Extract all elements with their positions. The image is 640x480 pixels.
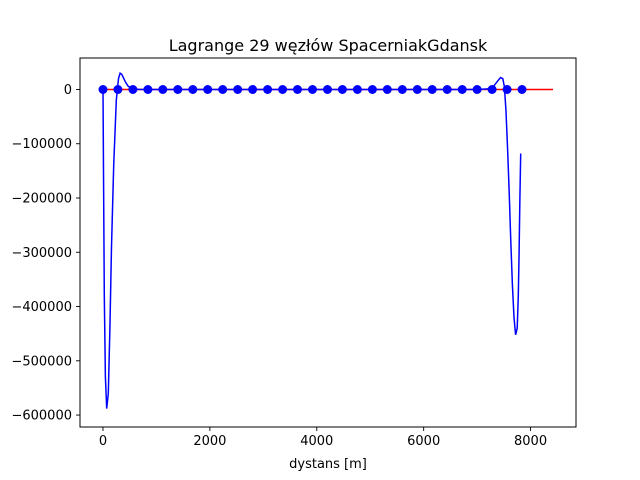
- node-marker: [203, 85, 213, 94]
- y-tick-label: −600000: [11, 409, 72, 424]
- node-marker: [293, 85, 302, 94]
- node-marker: [158, 85, 168, 94]
- y-tick-label: −100000: [11, 137, 72, 152]
- node-marker: [248, 85, 258, 94]
- node-marker: [323, 85, 332, 94]
- node-marker: [367, 85, 377, 94]
- node-marker: [472, 85, 482, 94]
- node-marker: [98, 85, 108, 94]
- x-tick-label: 6000: [407, 434, 440, 449]
- x-tick-label: 4000: [300, 434, 333, 449]
- y-axis: 0 −100000 −200000 −300000 −400000 −500000 −600…: [11, 83, 80, 424]
- node-marker: [352, 85, 362, 94]
- node-marker: [308, 85, 317, 94]
- x-tick-label: 0: [99, 434, 107, 449]
- node-marker: [517, 85, 527, 94]
- node-marker: [173, 85, 183, 94]
- node-marker: [397, 85, 407, 94]
- node-marker: [442, 85, 452, 94]
- node-marker: [487, 85, 497, 94]
- node-marker: [337, 85, 347, 94]
- node-marker: [412, 85, 422, 94]
- y-tick-label: −400000: [11, 300, 72, 315]
- x-tick-label: 2000: [193, 434, 226, 449]
- plot-area: [98, 71, 553, 409]
- y-tick-label: −300000: [11, 246, 72, 261]
- node-marker: [218, 85, 228, 94]
- y-tick-label: −200000: [11, 192, 72, 207]
- node-marker: [502, 85, 512, 94]
- node-marker: [113, 85, 123, 94]
- node-marker: [457, 85, 467, 94]
- y-tick-label: −500000: [11, 354, 72, 369]
- x-axis-label: dystans [m]: [289, 457, 367, 472]
- node-marker: [233, 85, 243, 94]
- node-marker: [427, 85, 437, 94]
- chart-title: Lagrange 29 węzłów SpacerniakGdansk: [169, 36, 488, 55]
- x-tick-label: 8000: [514, 434, 547, 449]
- x-axis: 0 2000 4000 6000 8000: [99, 427, 547, 449]
- plot-frame: [79, 57, 577, 428]
- node-marker: [128, 85, 138, 94]
- node-marker: [263, 85, 273, 94]
- node-marker: [382, 85, 392, 94]
- node-marker: [143, 85, 153, 94]
- y-tick-label: 0: [64, 83, 72, 98]
- node-marker: [188, 85, 198, 94]
- node-marker: [278, 85, 288, 94]
